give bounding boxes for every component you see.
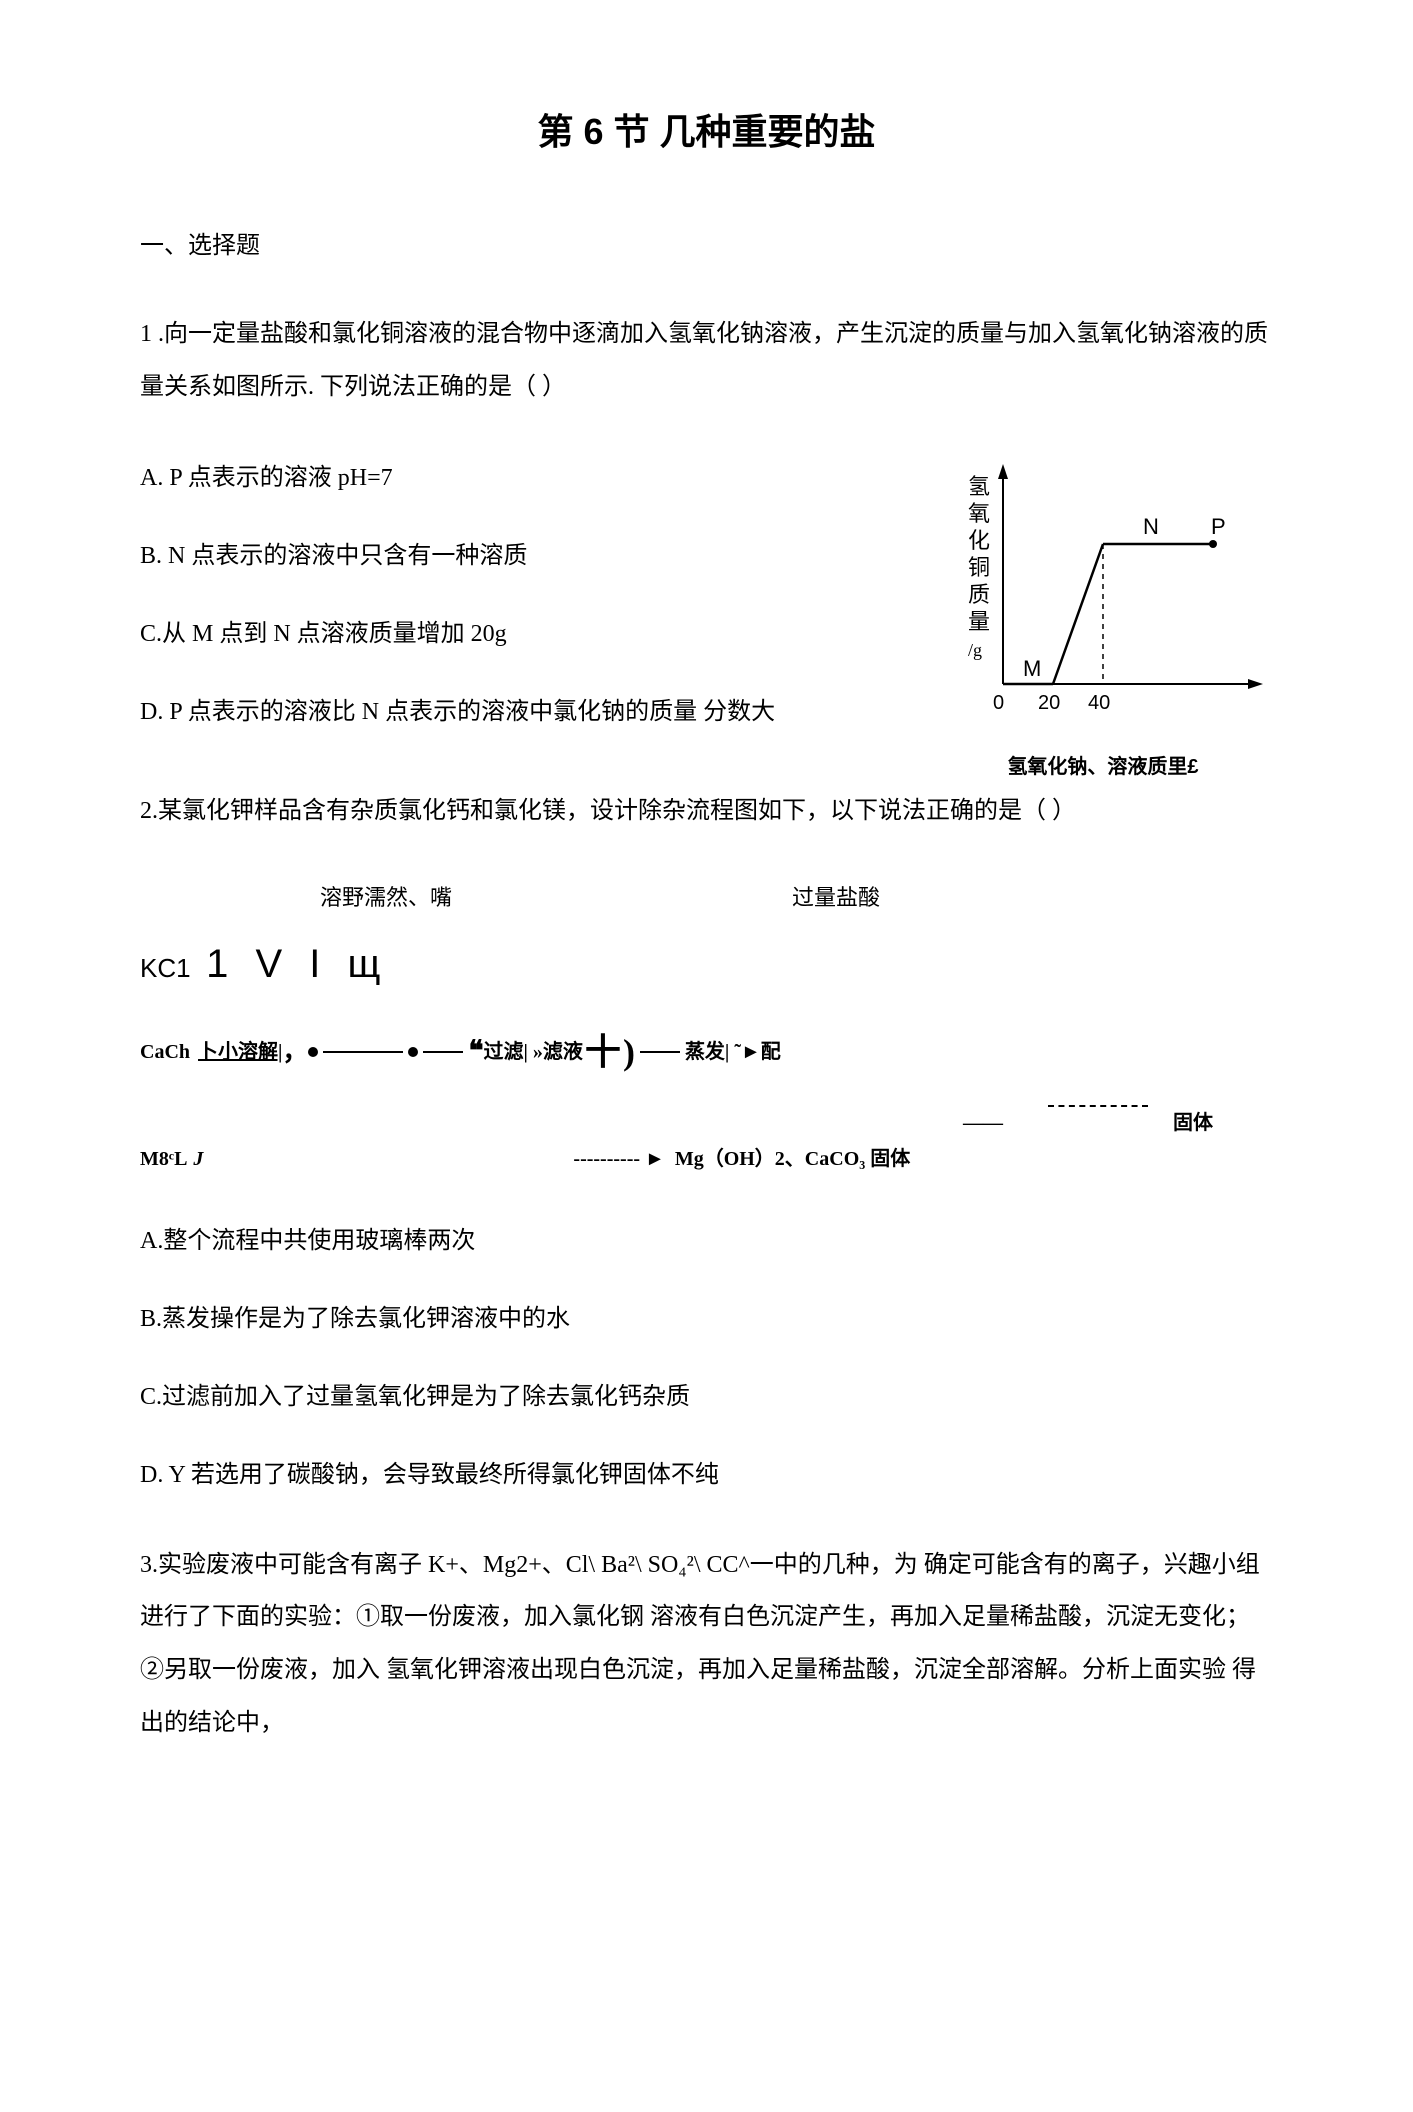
flow-label-right: 过量盐酸 xyxy=(792,878,880,918)
flowchart-row2: CaCh 卜小溶解| ， ❝ 过滤| »滤液 十 ) 蒸发| ˜►配 xyxy=(140,1020,1273,1085)
ylabel-0: 氢 xyxy=(968,474,990,499)
curve-seg2 xyxy=(1053,544,1103,684)
q1-option-c: C.从 M 点到 N 点溶液质量增加 20g xyxy=(140,610,913,658)
q2-stem: 2.某氯化钾样品含有杂质氯化钙和氯化镁，设计除杂流程图如下，以下说法正确的是（ … xyxy=(140,785,1273,838)
page-title: 第 6 节 几种重要的盐 xyxy=(140,100,1273,165)
arrow-line-2 xyxy=(423,1051,463,1053)
q2-flowchart: 溶野濡然、嘴 过量盐酸 KC1 1 V I щ CaCh 卜小溶解| ， ❝ 过… xyxy=(140,878,1273,1176)
ylabel-2: 化 xyxy=(968,528,990,553)
q2-option-c: C.过滤前加入了过量氢氧化钾是为了除去氯化钙杂质 xyxy=(140,1373,1273,1421)
q2-option-d: D. Y 若选用了碳酸钠，会导致最终所得氯化钾固体不纯 xyxy=(140,1451,1273,1499)
flow-cach: CaCh xyxy=(140,1034,190,1070)
flow-arrow: ---------- ► xyxy=(573,1141,664,1177)
section-header: 一、选择题 xyxy=(140,225,1273,268)
chart-svg: 氢 氧 化 铜 质 量 /g M N P 0 20 40 xyxy=(933,454,1273,734)
flow-paren: ) xyxy=(623,1020,635,1085)
q2-option-b: B.蒸发操作是为了除去氯化钾溶液中的水 xyxy=(140,1295,1273,1343)
yunit: /g xyxy=(968,640,982,660)
q1-stem: 1 .向一定量盐酸和氯化铜溶液的混合物中逐滴加入氢氧化钠溶液，产生沉淀的质量与加… xyxy=(140,308,1273,414)
xtick-0: 0 xyxy=(993,692,1004,714)
dot-icon-2 xyxy=(408,1047,418,1057)
xtick-20: 20 xyxy=(1038,692,1060,714)
flow-j: J xyxy=(193,1141,203,1177)
flow-result: Mg（OH）2、CaCO₃ 固体 xyxy=(675,1141,910,1177)
chart-caption: 氢氧化钠、溶液质里£ xyxy=(933,749,1273,785)
q3-stem: 3.实验废液中可能含有离子 K+、Mg2+、Cl\ Ba²\ SO₄²\ CC^… xyxy=(140,1539,1273,1750)
q1-option-a: A. P 点表示的溶液 pH=7 xyxy=(140,454,913,502)
xtick-40: 40 xyxy=(1088,692,1110,714)
flow-quote: ❝ xyxy=(468,1027,483,1077)
label-p: P xyxy=(1211,514,1226,539)
flowchart-row1: 溶野濡然、嘴 过量盐酸 xyxy=(140,878,1273,918)
arrow-line-1 xyxy=(323,1051,403,1053)
label-m: M xyxy=(1023,656,1041,681)
flowchart-kc-row: KC1 1 V I щ xyxy=(140,928,1273,1000)
flowchart-solid-row: —— 固体 xyxy=(140,1105,1213,1141)
y-arrow xyxy=(998,464,1008,479)
dashed-line-1 xyxy=(1048,1105,1148,1141)
flow-plus: 十 xyxy=(585,1020,621,1085)
q1-option-d: D. P 点表示的溶液比 N 点表示的溶液中氯化钠的质量 分数大 xyxy=(140,688,913,736)
flowchart-row3: M8ᶜL J ---------- ► Mg（OH）2、CaCO₃ 固体 xyxy=(140,1141,1273,1177)
dot-icon xyxy=(308,1047,318,1057)
q1-options: A. P 点表示的溶液 pH=7 B. N 点表示的溶液中只含有一种溶质 C.从… xyxy=(140,454,913,766)
point-p-dot xyxy=(1209,540,1217,548)
ylabel-4: 质 xyxy=(968,582,990,607)
flow-dissolve: 卜小溶解| xyxy=(198,1034,282,1070)
ylabel-5: 量 xyxy=(968,609,990,634)
q2-option-a: A.整个流程中共使用玻璃棒两次 xyxy=(140,1217,1273,1265)
flow-filter: 过滤| »滤液 xyxy=(484,1034,583,1070)
ylabel-3: 铜 xyxy=(968,555,990,580)
q1-options-chart: A. P 点表示的溶液 pH=7 B. N 点表示的溶液中只含有一种溶质 C.从… xyxy=(140,454,1273,786)
q1-option-b: B. N 点表示的溶液中只含有一种溶质 xyxy=(140,532,913,580)
label-n: N xyxy=(1143,514,1159,539)
flow-solid: 固体 xyxy=(1173,1105,1213,1141)
flow-evap: 蒸发| ˜►配 xyxy=(685,1034,781,1070)
ylabel-1: 氧 xyxy=(968,501,990,526)
flow-label-left: 溶野濡然、嘴 xyxy=(320,878,452,918)
flow-big: 1 V I щ xyxy=(206,942,388,986)
q1-chart: 氢 氧 化 铜 质 量 /g M N P 0 20 40 氢氧化钠、溶液质里£ xyxy=(933,454,1273,786)
x-arrow xyxy=(1248,679,1263,689)
flow-kc1: KC1 xyxy=(140,953,191,983)
arrow-line-3 xyxy=(640,1051,680,1053)
flow-mg: M8ᶜL xyxy=(140,1141,187,1177)
